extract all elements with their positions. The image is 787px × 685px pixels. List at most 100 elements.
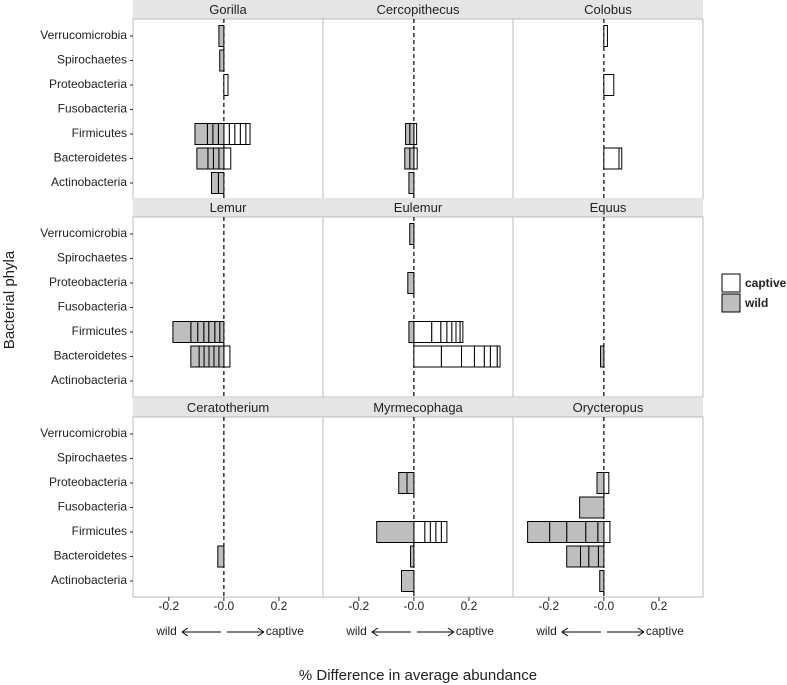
arrow-head xyxy=(371,627,379,637)
x-tick-label: -0.0 xyxy=(594,599,615,613)
bar-segment xyxy=(440,321,448,343)
y-tick-label: Bacteroidetes xyxy=(54,549,127,563)
panel xyxy=(512,18,704,200)
bar-segment xyxy=(413,321,433,343)
bar-segment xyxy=(429,521,437,543)
bar-segment xyxy=(566,521,587,543)
panel xyxy=(132,18,324,200)
x-tick-label: -0.0 xyxy=(214,599,235,613)
facet-strip xyxy=(323,0,513,19)
facet-strip xyxy=(133,198,323,217)
arrow-head xyxy=(561,627,569,637)
facet-strip xyxy=(323,398,513,417)
panel xyxy=(132,416,324,598)
facet-strip xyxy=(133,398,323,417)
bar-segment xyxy=(404,147,411,170)
bar-segment xyxy=(424,521,431,543)
bar-segment xyxy=(213,345,220,368)
x-tick-label: -0.0 xyxy=(404,599,425,613)
facet-title: Cercopithecus xyxy=(376,2,460,17)
bar-segment xyxy=(566,545,581,568)
bar-segment xyxy=(203,345,210,368)
bar-segment xyxy=(483,345,491,368)
bar-segment xyxy=(603,147,620,170)
bar-segment xyxy=(234,123,241,145)
bar-segment xyxy=(245,123,251,145)
facet-title: Equus xyxy=(590,200,627,215)
bar-segment xyxy=(207,147,214,170)
bar-segment xyxy=(223,147,232,170)
bar-segment xyxy=(440,345,463,368)
bar-segment xyxy=(219,49,225,72)
bar-segment xyxy=(446,321,453,343)
bar-segment xyxy=(455,321,461,343)
y-tick-label: Verrucomicrobia xyxy=(40,426,127,440)
bar-segment xyxy=(208,345,215,368)
arrow-head xyxy=(637,627,645,637)
bar-segment xyxy=(206,123,214,145)
bar-segment xyxy=(218,345,225,368)
bar-segment xyxy=(410,545,415,568)
y-tick-label: Spirochaetes xyxy=(57,53,127,67)
arrow-head xyxy=(447,627,455,637)
bar-segment xyxy=(203,321,210,343)
bar-segment xyxy=(473,345,485,368)
bar-segment xyxy=(408,321,415,343)
panel xyxy=(322,18,514,200)
panel xyxy=(322,216,514,398)
y-tick-label: Proteobacteria xyxy=(49,275,127,289)
direction-label: captive xyxy=(456,624,494,638)
facet-title: Colobus xyxy=(584,2,632,17)
bar-segment xyxy=(496,345,501,368)
y-tick-label: Fusobacteria xyxy=(58,300,128,314)
bar-segment xyxy=(223,123,230,145)
bar-segment xyxy=(585,521,599,543)
facet-title: Lemur xyxy=(210,200,248,215)
bar-segment xyxy=(451,321,457,343)
bar-segment xyxy=(461,345,475,368)
direction-label: captive xyxy=(266,624,304,638)
y-tick-label: Actinobacteria xyxy=(51,573,127,587)
facet-strip xyxy=(133,0,323,19)
bar-segment xyxy=(596,472,605,494)
facet-title: Ceratotherium xyxy=(187,400,269,415)
x-tick-label: 0.2 xyxy=(651,599,668,613)
bar-segment xyxy=(197,321,205,343)
y-tick-label: Firmicutes xyxy=(72,524,127,538)
y-tick-label: Actinobacteria xyxy=(51,175,127,189)
arrow-head xyxy=(257,627,265,637)
bar-segment xyxy=(212,147,220,170)
facet-strip xyxy=(323,198,513,217)
bar-segment xyxy=(413,345,442,368)
bar-segment xyxy=(603,521,611,543)
bar-segment xyxy=(219,321,225,343)
bar-segment xyxy=(579,496,605,519)
arrow-head xyxy=(181,627,189,637)
bar-segment xyxy=(618,147,623,170)
bar-segment xyxy=(407,272,415,294)
bar-segment xyxy=(408,172,415,194)
bar-segment xyxy=(603,25,608,47)
direction-label: wild xyxy=(345,624,367,638)
direction-label: wild xyxy=(155,624,177,638)
bar-segment xyxy=(599,570,605,592)
facet-title: Eulemur xyxy=(394,200,443,215)
y-tick-label: Fusobacteria xyxy=(58,500,128,514)
bar-segment xyxy=(228,123,236,145)
y-tick-label: Spirochaetes xyxy=(57,451,127,465)
bar-segment xyxy=(398,472,408,494)
y-tick-label: Firmicutes xyxy=(72,126,127,140)
bar-segment xyxy=(190,345,200,368)
bar-segment xyxy=(597,545,605,568)
x-tick-label: -0.2 xyxy=(158,599,179,613)
y-tick-label: Proteobacteria xyxy=(49,77,127,91)
bar-segment xyxy=(409,223,415,245)
x-axis-title: % Difference in average abundance xyxy=(299,667,537,684)
panel xyxy=(512,416,704,598)
panel xyxy=(512,216,704,398)
facet-title: Gorilla xyxy=(209,2,247,17)
panel xyxy=(322,416,514,598)
y-tick-label: Verrucomicrobia xyxy=(40,226,127,240)
bar-segment xyxy=(217,545,225,568)
bar-segment xyxy=(459,321,464,343)
